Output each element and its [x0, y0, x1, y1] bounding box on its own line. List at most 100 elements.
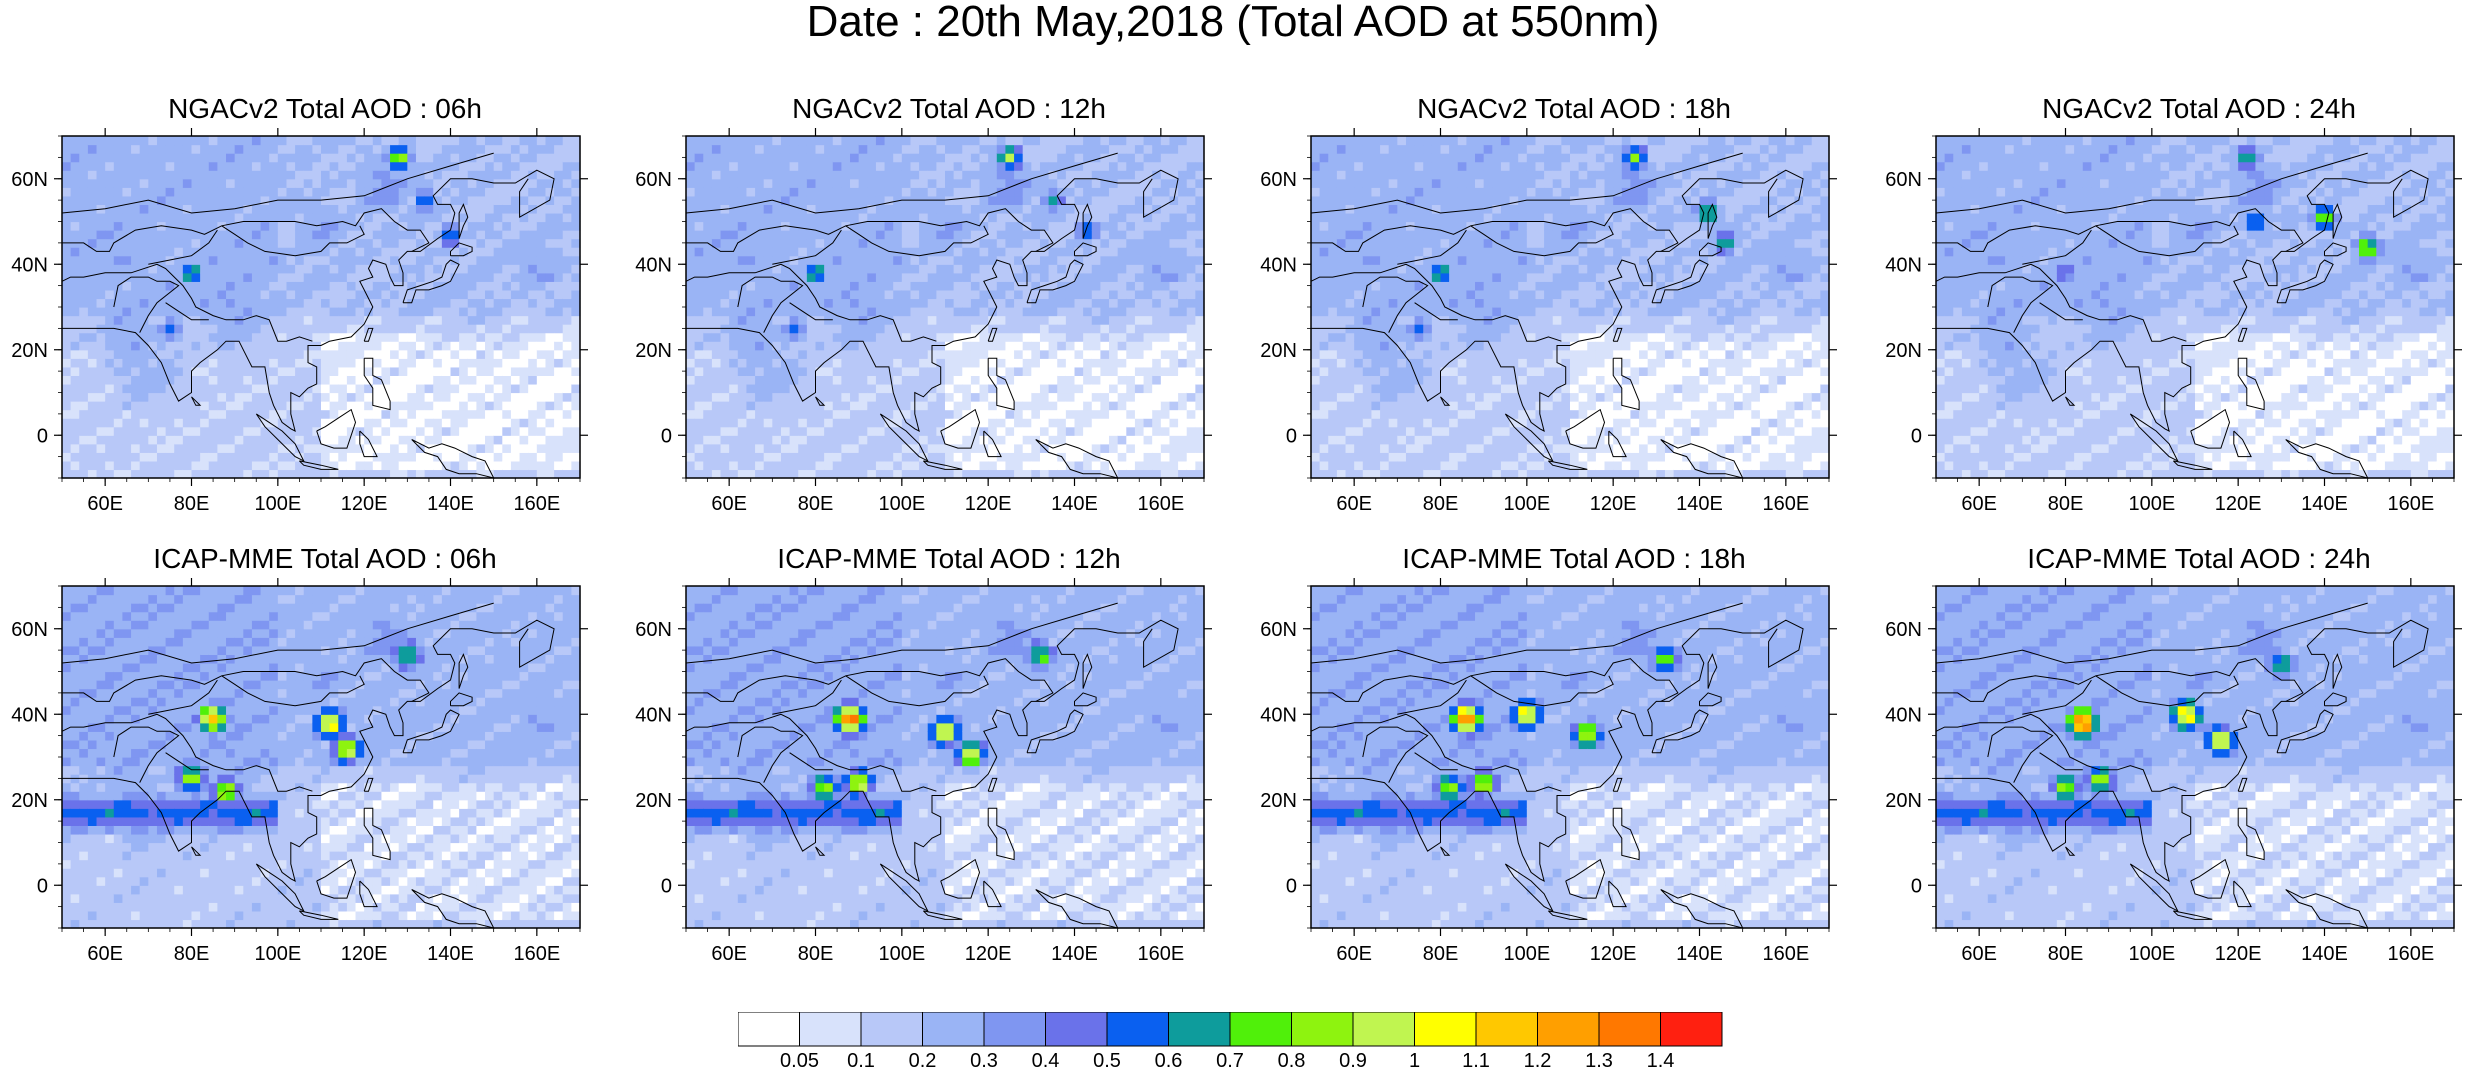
aod-cell [694, 307, 704, 317]
aod-cell [875, 383, 886, 394]
aod-cell [156, 375, 167, 385]
aod-cell [459, 460, 469, 471]
aod-cell [798, 264, 808, 274]
aod-cell [390, 238, 400, 248]
aod-cell [1014, 247, 1024, 257]
aod-cell [841, 349, 851, 359]
aod-cell [372, 460, 383, 471]
aod-cell [824, 401, 834, 411]
aod-cell [1083, 401, 1093, 411]
aod-cell [519, 281, 529, 291]
aod-cell [737, 204, 748, 214]
aod-cell [884, 418, 894, 428]
aod-cell [720, 435, 730, 445]
aod-cell [398, 153, 408, 163]
aod-cell [1022, 324, 1032, 334]
aod-cell [988, 409, 998, 419]
aod-cell [703, 341, 713, 351]
aod-cell [729, 238, 739, 248]
aod-cell [1143, 460, 1153, 471]
aod-cell [234, 144, 244, 154]
aod-cell [1117, 383, 1127, 394]
aod-cell [841, 247, 851, 257]
aod-cell [277, 247, 288, 257]
aod-cell [1126, 212, 1136, 223]
aod-cell [545, 212, 555, 223]
aod-cell [122, 264, 132, 274]
aod-cell [841, 392, 851, 402]
aod-cell [476, 452, 486, 462]
aod-cell [139, 144, 149, 154]
aod-cell [424, 418, 434, 428]
aod-cell [1014, 170, 1024, 180]
aod-cell [893, 452, 903, 462]
aod-cell [1031, 238, 1041, 248]
aod-cell [174, 358, 184, 368]
aod-cell [70, 221, 80, 231]
aod-cell [772, 195, 782, 205]
aod-cell [441, 435, 452, 445]
aod-cell [1057, 349, 1067, 359]
aod-cell [1134, 170, 1145, 180]
aod-cell [545, 315, 555, 325]
aod-cell [996, 247, 1007, 257]
aod-cell [459, 443, 469, 453]
aod-cell [850, 392, 860, 402]
aod-cell [1074, 178, 1084, 188]
aod-cell [1160, 247, 1171, 257]
aod-cell [850, 366, 860, 376]
aod-cell [1074, 460, 1084, 471]
aod-cell [156, 238, 167, 248]
aod-cell [415, 349, 426, 359]
aod-cell [450, 255, 460, 265]
aod-cell [901, 221, 912, 231]
aod-cell [450, 170, 460, 180]
aod-cell [277, 289, 288, 300]
aod-cell [70, 298, 80, 308]
aod-cell [260, 272, 270, 282]
aod-cell [476, 178, 486, 188]
aod-cell [139, 383, 149, 394]
aod-cell [251, 272, 262, 282]
aod-cell [1134, 460, 1145, 471]
aod-cell [1039, 358, 1050, 368]
aod-cell [131, 178, 141, 188]
aod-cell [545, 383, 555, 394]
aod-cell [260, 358, 270, 368]
aod-cell [191, 349, 201, 359]
aod-cell [303, 315, 313, 325]
aod-cell [720, 195, 730, 205]
aod-cell [1195, 375, 1205, 385]
aod-cell [122, 221, 132, 231]
aod-cell [1178, 230, 1188, 240]
aod-cell [467, 349, 477, 359]
aod-cell [979, 204, 989, 214]
aod-cell [286, 358, 296, 368]
aod-cell [1186, 161, 1196, 171]
aod-cell [519, 435, 529, 445]
aod-cell [485, 204, 495, 214]
aod-cell [502, 324, 512, 334]
aod-cell [798, 230, 808, 240]
aod-cell [979, 469, 989, 479]
aod-cell [562, 230, 572, 240]
aod-cell [867, 409, 877, 419]
aod-cell [321, 178, 331, 188]
aod-cell [96, 426, 106, 436]
aod-cell [303, 307, 313, 317]
aod-cell [286, 460, 296, 471]
aod-cell [763, 324, 773, 334]
aod-cell [277, 153, 288, 163]
aod-cell [780, 289, 791, 300]
aod-cell [200, 324, 210, 334]
aod-cell [884, 144, 894, 154]
aod-cell [737, 426, 748, 436]
aod-cell [1143, 230, 1153, 240]
aod-cell [156, 460, 167, 471]
aod-cell [815, 392, 825, 402]
aod-cell [910, 178, 920, 188]
aod-cell [62, 170, 72, 180]
aod-cell [1160, 401, 1171, 411]
aod-cell [269, 281, 279, 291]
